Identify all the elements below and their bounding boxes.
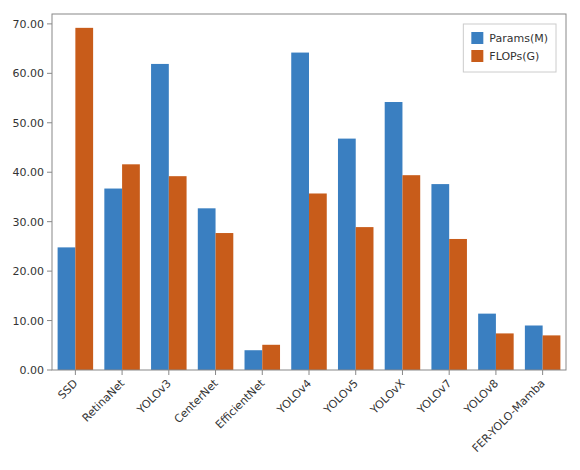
x-tick xyxy=(542,370,543,375)
bar xyxy=(496,333,514,370)
y-tick xyxy=(47,320,52,321)
y-tick-label: 30.00 xyxy=(13,216,45,229)
x-tick-label: YOLOv4 xyxy=(274,377,314,417)
legend: Params(M) FLOPs(G) xyxy=(463,24,556,72)
x-tick-label: YOLOv5 xyxy=(321,377,361,417)
x-tick-label: SSD xyxy=(55,377,80,402)
x-tick xyxy=(75,370,76,375)
bars xyxy=(58,28,561,370)
bar xyxy=(356,227,374,370)
bar xyxy=(262,345,280,370)
bar xyxy=(449,239,467,370)
y-tick xyxy=(47,23,52,24)
y-tick xyxy=(47,172,52,173)
x-tick-label: CenterNet xyxy=(172,376,222,426)
x-tick xyxy=(402,370,403,375)
y-tick-label: 20.00 xyxy=(13,265,45,278)
x-axis: SSDRetinaNetYOLOv3CenterNetEfficientNetY… xyxy=(55,370,547,455)
y-tick xyxy=(47,73,52,74)
x-tick-label: YOLOv8 xyxy=(461,377,501,417)
x-tick-label: YOLOv7 xyxy=(414,377,454,417)
x-tick xyxy=(168,370,169,375)
legend-swatch xyxy=(471,50,483,62)
x-tick xyxy=(215,370,216,375)
bar xyxy=(122,164,140,370)
y-tick xyxy=(47,370,52,371)
bar xyxy=(525,326,543,371)
x-tick xyxy=(449,370,450,375)
bar xyxy=(478,314,496,370)
x-tick xyxy=(495,370,496,375)
chart: 0.00 10.00 20.00 30.00 40.00 50.00 60.00 70.00 S… xyxy=(0,0,580,470)
x-tick xyxy=(262,370,263,375)
bar xyxy=(245,350,263,370)
y-axis: 0.00 10.00 20.00 30.00 40.00 50.00 60.00 70.00 xyxy=(13,18,53,377)
bar xyxy=(58,247,76,370)
bar xyxy=(338,139,356,370)
y-tick-label: 70.00 xyxy=(13,18,45,31)
y-tick xyxy=(47,122,52,123)
bar xyxy=(402,175,420,370)
y-tick xyxy=(47,221,52,222)
legend-label: FLOPs(G) xyxy=(489,50,539,63)
bar xyxy=(151,64,169,370)
bar xyxy=(431,184,449,370)
y-tick-label: 60.00 xyxy=(13,67,45,80)
plot-frame xyxy=(52,14,566,370)
y-tick-label: 0.00 xyxy=(20,364,45,377)
y-tick xyxy=(47,271,52,272)
x-tick xyxy=(355,370,356,375)
y-tick-label: 50.00 xyxy=(13,117,45,130)
x-tick-label: EfficientNet xyxy=(213,376,268,431)
legend-swatch xyxy=(471,32,483,44)
bar xyxy=(75,28,93,370)
bar xyxy=(198,208,216,370)
x-tick-label: FER-YOLO-Mamba xyxy=(470,377,548,455)
y-tick-label: 10.00 xyxy=(13,315,45,328)
x-tick xyxy=(309,370,310,375)
bar xyxy=(104,189,122,370)
bar xyxy=(169,176,187,370)
x-tick xyxy=(122,370,123,375)
x-tick-label: YOLOv3 xyxy=(134,377,174,417)
bar xyxy=(543,335,561,370)
bar xyxy=(216,233,234,370)
y-tick-label: 40.00 xyxy=(13,166,45,179)
bar xyxy=(309,193,327,370)
bar xyxy=(385,102,403,370)
bar xyxy=(291,53,309,370)
legend-label: Params(M) xyxy=(489,32,548,45)
x-tick-label: YOLOvX xyxy=(367,377,408,418)
legend-box xyxy=(463,24,556,72)
x-tick-label: RetinaNet xyxy=(80,376,128,424)
